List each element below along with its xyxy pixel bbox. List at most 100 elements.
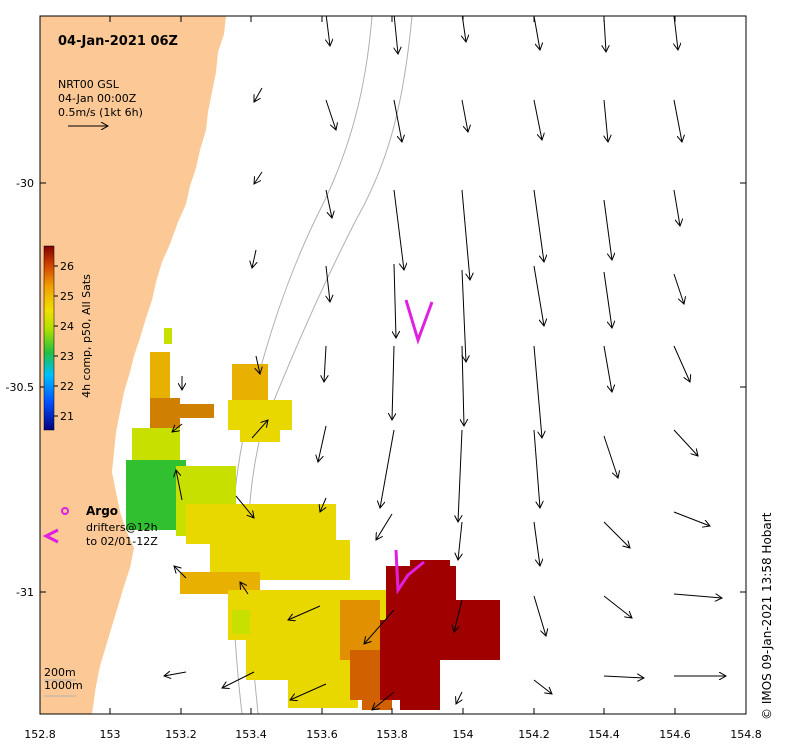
sst-pixel: [288, 674, 358, 708]
current-arrow-icon: [325, 189, 332, 218]
drifter-tracks: [394, 299, 434, 595]
current-arrow-icon: [288, 605, 321, 620]
current-arrow-icon: [256, 355, 260, 374]
depth-1000m-label: 1000m: [44, 679, 83, 692]
current-arrow-icon: [533, 345, 542, 438]
current-arrow-icon: [393, 99, 402, 142]
current-arrow-icon: [326, 16, 330, 46]
drifter-legend-line1: drifters@12h: [86, 521, 158, 534]
x-tick-label: 154.8: [730, 728, 762, 741]
axis-ticks: [39, 16, 747, 714]
current-arrow-icon: [461, 99, 468, 132]
current-arrow-icon: [533, 265, 544, 326]
drifter-legend-icon: [42, 528, 59, 544]
current-arrow-icon: [164, 672, 187, 676]
current-arrow-icon: [324, 345, 326, 382]
colorbar-tick-label: 22: [60, 380, 74, 393]
current-arrow-icon: [252, 249, 256, 268]
current-arrow-icon: [251, 420, 268, 439]
product-info: NRT00 GSL 04-Jan 00:00Z 0.5m/s (1kt 6h): [58, 78, 143, 120]
x-tick-label: 153.2: [165, 728, 197, 741]
x-tick-label: 153: [100, 728, 121, 741]
current-arrow-icon: [372, 691, 395, 710]
current-arrow-icon: [394, 16, 398, 54]
argo-float-icon: [61, 507, 69, 515]
current-arrow-icon: [673, 189, 680, 226]
axis-tick-labels: 152.8 153 153.2 153.4 153.6 153.8 154 154.2 154.…: [6, 177, 762, 741]
current-arrow-icon: [222, 671, 255, 688]
current-arrow-icon: [673, 273, 684, 304]
current-arrow-icon: [458, 429, 463, 522]
current-arrow-icon: [533, 99, 542, 140]
current-arrow-icon: [533, 189, 544, 262]
current-arrow-icon: [318, 425, 327, 462]
colorbar-tick-label: 26: [60, 260, 74, 273]
current-arrow-icon: [380, 429, 395, 508]
y-tick-label: -30.5: [6, 381, 34, 394]
current-arrow-icon: [240, 582, 249, 595]
y-tick-label: -31: [16, 586, 34, 599]
x-tick-label: 152.8: [24, 728, 56, 741]
land-mass: [40, 16, 226, 714]
sst-pixel: [440, 600, 500, 660]
sst-pixel: [150, 398, 180, 428]
current-arrow-icon: [603, 435, 618, 478]
current-arrow-icon: [325, 99, 336, 130]
current-arrow-icon: [393, 189, 404, 270]
colorbar-ticks: 26 25 24 23 22 21: [54, 260, 74, 423]
colorbar-tick-label: 23: [60, 350, 74, 363]
current-arrow-icon: [603, 595, 632, 618]
x-tick-label: 153.6: [306, 728, 338, 741]
x-tick-label: 154.2: [518, 728, 550, 741]
current-arrow-icon: [320, 497, 327, 512]
product-scale: 0.5m/s (1kt 6h): [58, 106, 143, 119]
current-arrow-icon: [603, 676, 644, 678]
drifter-legend-line2: to 02/01-12Z: [86, 535, 158, 548]
current-arrow-icon: [533, 679, 552, 694]
current-arrow-icon: [290, 683, 327, 700]
sst-pixel: [380, 620, 440, 700]
map-title: 04-Jan-2021 06Z: [58, 34, 178, 49]
x-tick-label: 154.6: [659, 728, 691, 741]
current-arrow-icon: [376, 513, 393, 540]
current-arrow-icon: [458, 521, 462, 560]
drifter-legend: drifters@12h to 02/01-12Z: [86, 521, 158, 549]
drifter-track-icon: [404, 299, 434, 345]
sst-pixel: [178, 404, 214, 418]
current-arrow-icon: [176, 470, 183, 501]
y-tick-label: -30: [16, 177, 34, 190]
current-arrow-icon: [172, 423, 183, 432]
argo-legend-label: Argo: [86, 504, 119, 518]
current-arrow-icon: [673, 594, 722, 598]
sst-pixel: [186, 504, 336, 544]
depth-200m-label: 200m: [44, 666, 76, 679]
current-arrow-icon: [673, 429, 698, 456]
current-arrow-icon: [392, 345, 394, 420]
colorbar-label-box: 4h comp, p50, All Sats: [80, 246, 94, 426]
current-arrow-icon: [673, 511, 710, 526]
x-tick-label: 153.8: [376, 728, 408, 741]
sst-pixel: [164, 328, 172, 344]
sst-pixel: [240, 428, 280, 442]
sst-pixel: [400, 690, 440, 710]
current-arrow-icon: [603, 345, 612, 392]
current-arrow-icon: [456, 691, 462, 704]
colorbar: [43, 245, 55, 431]
sst-overlay: [126, 328, 500, 710]
current-arrow-icon: [461, 189, 470, 280]
current-arrow-icon: [254, 87, 263, 102]
current-arrow-icon: [394, 263, 396, 338]
current-arrow-icon: [603, 271, 612, 328]
sst-pixel: [232, 610, 250, 634]
plot-frame: [39, 15, 747, 715]
current-arrow-icon: [533, 16, 540, 50]
current-arrow-icon: [673, 345, 690, 382]
product-name: NRT00 GSL: [58, 78, 119, 91]
current-arrow-icon: [533, 595, 546, 636]
current-arrow-icon: [461, 269, 466, 362]
sst-pixel: [228, 400, 292, 430]
credit-text: © IMOS 09-Jan-2021 13:58 Hobart: [760, 512, 774, 720]
current-arrow-icon: [174, 566, 187, 579]
x-tick-label: 154.4: [588, 728, 620, 741]
